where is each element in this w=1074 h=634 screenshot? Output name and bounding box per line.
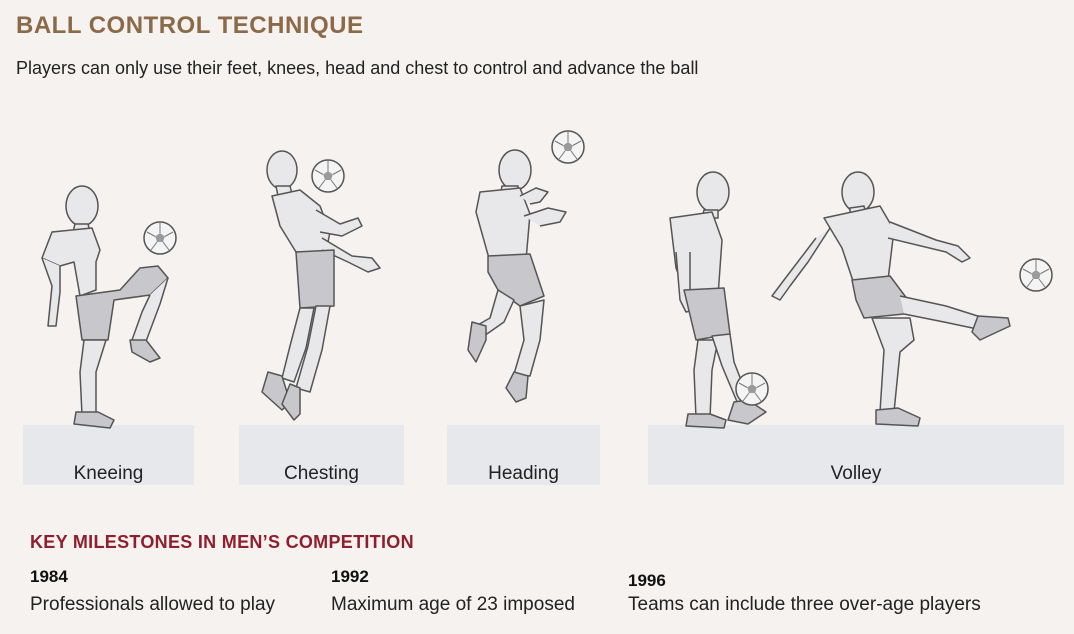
technique-illustrations	[23, 130, 1064, 485]
caption-chesting: Chesting	[284, 463, 359, 484]
ground-chesting	[239, 425, 404, 485]
milestone-year-1984: 1984	[30, 567, 68, 586]
chesting-ball	[311, 159, 345, 193]
volley-ground-ball	[735, 372, 769, 406]
ground-heading	[447, 425, 600, 485]
ground-volley	[648, 425, 1064, 485]
caption-volley: Volley	[830, 463, 882, 484]
milestone-text-1996: Teams can include three over-age players	[628, 594, 981, 615]
milestone-year-1996: 1996	[628, 571, 666, 590]
infographic-title: BALL CONTROL TECHNIQUE	[16, 12, 364, 39]
heading-player-figure	[467, 149, 567, 403]
milestone-text-1992: Maximum age of 23 imposed	[331, 594, 575, 615]
milestone-year-1992: 1992	[331, 567, 369, 586]
volley-player-figure	[771, 171, 1011, 427]
kneeing-player-figure	[41, 185, 169, 429]
chesting-player-figure	[261, 150, 381, 421]
caption-heading: Heading	[488, 463, 559, 484]
ground-kneeing	[23, 425, 194, 485]
kneeing-ball	[143, 221, 177, 255]
infographic-subtitle: Players can only use their feet, knees, …	[16, 58, 699, 78]
milestone-text-1984: Professionals allowed to play	[30, 594, 276, 615]
volley-air-ball	[1019, 258, 1053, 292]
heading-ball	[551, 130, 585, 164]
milestones-title: KEY MILESTONES IN MEN’S COMPETITION	[30, 532, 414, 552]
caption-kneeing: Kneeing	[73, 463, 144, 484]
